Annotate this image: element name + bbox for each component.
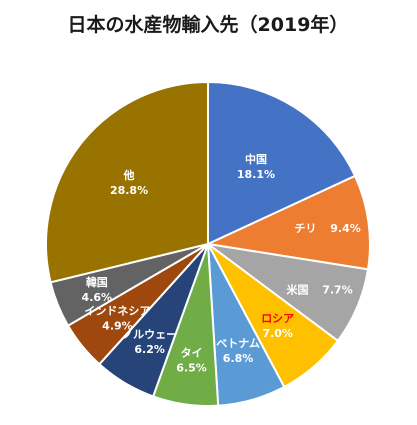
slice-label-3: 米国 xyxy=(285,282,308,296)
slice-label-7: ノルウェー xyxy=(122,328,177,341)
slice-value-8: 4.9% xyxy=(102,319,133,332)
slice-value-7: 6.2% xyxy=(134,343,165,356)
slice-label-6: タイ xyxy=(181,346,203,359)
slice-value-5: 6.8% xyxy=(223,352,254,365)
slice-value-1: 18.1% xyxy=(237,168,275,181)
slice-label-10: 他 xyxy=(123,168,135,182)
pie-slice-10 xyxy=(45,80,209,284)
slice-label-8: インドネシア xyxy=(84,304,150,317)
slice-label-5: ベトナム xyxy=(216,337,260,350)
slice-value-3: 7.7% xyxy=(322,283,353,296)
labels-layer: 中国 18.1% チリ 9.4% 米国 7.7% ロシア 7.0%ベトナム 6.8% タイ 6.5%… xyxy=(82,152,361,375)
slice-value-9: 4.6% xyxy=(82,291,113,304)
chart-title: 日本の水産物輸入先（2019年） xyxy=(68,13,349,36)
pie-slice-1 xyxy=(207,80,357,246)
pie-slice-2 xyxy=(204,174,371,271)
slices-layer xyxy=(45,80,371,407)
slice-label-4: ロシア xyxy=(261,312,294,325)
slice-value-10: 28.8% xyxy=(110,184,148,197)
slice-value-2: 9.4% xyxy=(330,222,361,235)
slice-label-2: チリ xyxy=(295,222,317,235)
slice-label-9: 韓国 xyxy=(86,275,108,289)
slice-value-6: 6.5% xyxy=(176,361,207,374)
slice-label-1: 中国 xyxy=(245,152,267,166)
slice-value-4: 7.0% xyxy=(262,327,293,340)
